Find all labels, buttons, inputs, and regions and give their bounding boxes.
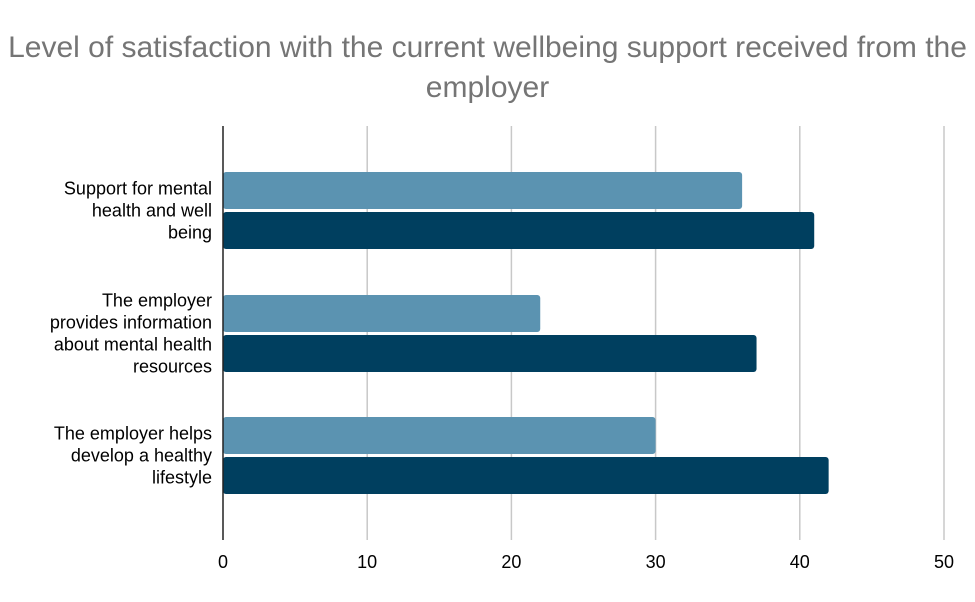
x-tick-labels: 0 10 20 30 40 50 xyxy=(218,552,954,572)
x-tick-label-10: 10 xyxy=(357,552,377,572)
category-label-line: The employer helps xyxy=(54,424,212,444)
category-label-2: The employer provides information about me… xyxy=(50,291,212,377)
category-label-3: The employer helps develop a healthy lifes… xyxy=(54,424,212,488)
category-label-line: lifestyle xyxy=(152,468,212,488)
category-label-1: Support for mental health and well being xyxy=(64,179,212,243)
bar-series1-category1 xyxy=(223,172,743,209)
category-label-line: resources xyxy=(133,357,212,377)
x-tick-label-20: 20 xyxy=(501,552,521,572)
category-labels: Support for mental health and well being Th… xyxy=(50,179,212,488)
x-tick-label-0: 0 xyxy=(218,552,228,572)
x-tick-label-50: 50 xyxy=(934,552,954,572)
category-label-line: about mental health xyxy=(54,335,212,355)
bar-series1-category2 xyxy=(223,295,541,332)
x-tick-label-30: 30 xyxy=(646,552,666,572)
chart-title: Level of satisfaction with the current w… xyxy=(8,31,967,104)
bar-series2-category2 xyxy=(223,335,757,372)
x-tick-label-40: 40 xyxy=(790,552,810,572)
bar-series1-category3 xyxy=(223,417,656,454)
category-label-line: health and well xyxy=(92,201,212,221)
category-label-line: The employer xyxy=(102,291,212,311)
bar-series2-category3 xyxy=(223,457,829,494)
category-label-line: Support for mental xyxy=(64,179,212,199)
bar-group xyxy=(223,172,829,494)
bar-series2-category1 xyxy=(223,212,815,249)
category-label-line: being xyxy=(168,223,212,243)
category-label-line: provides information xyxy=(50,313,212,333)
category-label-line: develop a healthy xyxy=(71,446,212,466)
